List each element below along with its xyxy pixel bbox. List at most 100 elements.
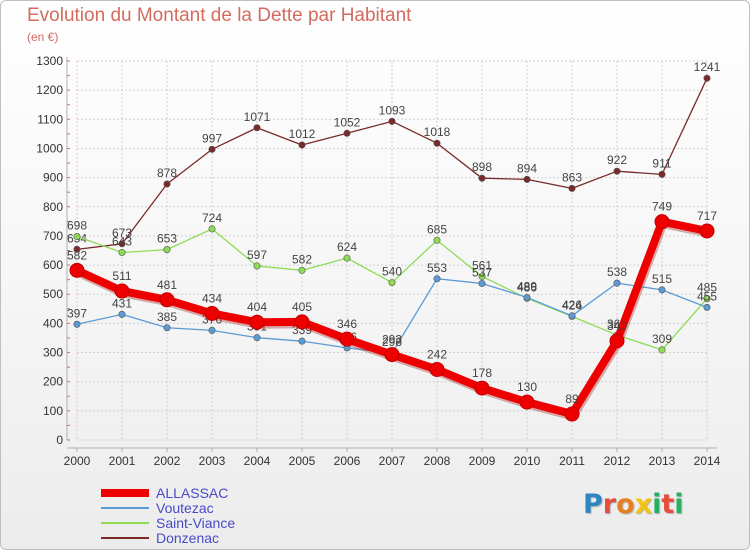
legend-label: ALLASSAC: [156, 485, 228, 501]
data-label: 537: [472, 265, 492, 279]
unit-label: (en €): [27, 30, 59, 44]
x-tick-label: 2002: [154, 454, 181, 468]
data-point: [163, 180, 171, 188]
data-point: [658, 346, 666, 354]
data-label: 486: [517, 280, 537, 294]
x-tick-label: 2005: [289, 454, 316, 468]
data-point: [388, 279, 396, 287]
data-label: 515: [652, 272, 672, 286]
data-label: 1018: [424, 125, 451, 139]
y-tick-label: 0: [56, 433, 63, 447]
data-point: [118, 249, 126, 257]
data-label: 1052: [334, 115, 361, 129]
data-label: 643: [112, 235, 132, 249]
data-label: 293: [382, 333, 402, 347]
data-point: [523, 175, 531, 183]
data-label: 89: [565, 392, 579, 406]
data-point: [478, 272, 486, 280]
data-point: [253, 124, 261, 132]
x-tick-label: 2004: [244, 454, 271, 468]
data-point: [73, 320, 81, 328]
data-label: 434: [202, 291, 222, 305]
data-point: [703, 295, 711, 303]
data-label: 1071: [244, 110, 271, 124]
data-point: [253, 262, 261, 270]
data-label: 878: [157, 166, 177, 180]
x-tick-label: 2013: [649, 454, 676, 468]
y-tick-label: 100: [43, 404, 63, 418]
data-label: 911: [652, 156, 671, 170]
data-point: [613, 279, 621, 287]
x-tick-label: 2011: [559, 454, 585, 468]
x-tick-label: 2000: [64, 454, 91, 468]
data-point: [429, 361, 445, 377]
data-label: 749: [652, 200, 672, 214]
data-point: [343, 254, 351, 262]
y-tick-label: 1100: [37, 112, 63, 126]
data-point: [163, 324, 171, 332]
data-point: [433, 275, 441, 283]
data-label: 1093: [379, 103, 406, 117]
data-point: [568, 184, 576, 192]
data-label: 717: [697, 209, 717, 223]
data-point: [474, 380, 490, 396]
data-label: 582: [292, 252, 312, 266]
y-tick-label: 900: [43, 171, 63, 185]
x-tick-label: 2010: [514, 454, 541, 468]
y-tick-label: 300: [43, 346, 63, 360]
data-point: [609, 333, 625, 349]
data-point: [343, 129, 351, 137]
data-point: [204, 305, 220, 321]
x-tick-label: 2008: [424, 454, 451, 468]
data-point: [703, 303, 711, 311]
data-point: [388, 117, 396, 125]
data-point: [568, 312, 576, 320]
data-point: [433, 139, 441, 147]
data-label: 997: [202, 131, 222, 145]
legend-label: Voutezac: [156, 500, 214, 516]
data-label: 863: [562, 170, 582, 184]
data-point: [478, 279, 486, 287]
y-tick-label: 1200: [36, 83, 63, 97]
data-point: [163, 246, 171, 254]
data-label: 455: [697, 289, 717, 303]
data-label: 538: [607, 265, 627, 279]
y-tick-label: 500: [43, 287, 63, 301]
data-point: [159, 292, 175, 308]
data-label: 178: [472, 366, 492, 380]
data-point: [208, 225, 216, 233]
data-point: [519, 394, 535, 410]
data-point: [654, 214, 670, 230]
data-point: [523, 293, 531, 301]
data-point: [478, 174, 486, 182]
data-point: [249, 314, 265, 330]
data-point: [699, 223, 715, 239]
data-point: [658, 286, 666, 294]
data-label: 130: [517, 380, 537, 394]
data-label: 1241: [694, 60, 721, 74]
x-tick-label: 2012: [604, 454, 631, 468]
data-point: [294, 314, 310, 330]
x-tick-label: 2007: [379, 454, 406, 468]
data-point: [118, 310, 126, 318]
data-label: 922: [607, 153, 627, 167]
data-label: 298: [382, 335, 402, 349]
data-point: [658, 170, 666, 178]
data-label: 553: [427, 261, 447, 275]
data-label: 624: [337, 240, 357, 254]
data-label: 894: [517, 161, 537, 175]
data-point: [298, 337, 306, 345]
data-point: [73, 245, 81, 253]
y-tick-label: 400: [43, 316, 63, 330]
data-label: 685: [427, 222, 447, 236]
data-label: 340: [607, 319, 627, 333]
x-tick-label: 2003: [199, 454, 226, 468]
proxiti-logo: Proxiti: [583, 489, 684, 520]
legend-label: Saint-Viance: [156, 515, 235, 531]
data-point: [253, 334, 261, 342]
data-label: 404: [247, 300, 267, 314]
y-tick-label: 200: [43, 375, 63, 389]
data-point: [208, 326, 216, 334]
data-label: 698: [67, 219, 87, 233]
